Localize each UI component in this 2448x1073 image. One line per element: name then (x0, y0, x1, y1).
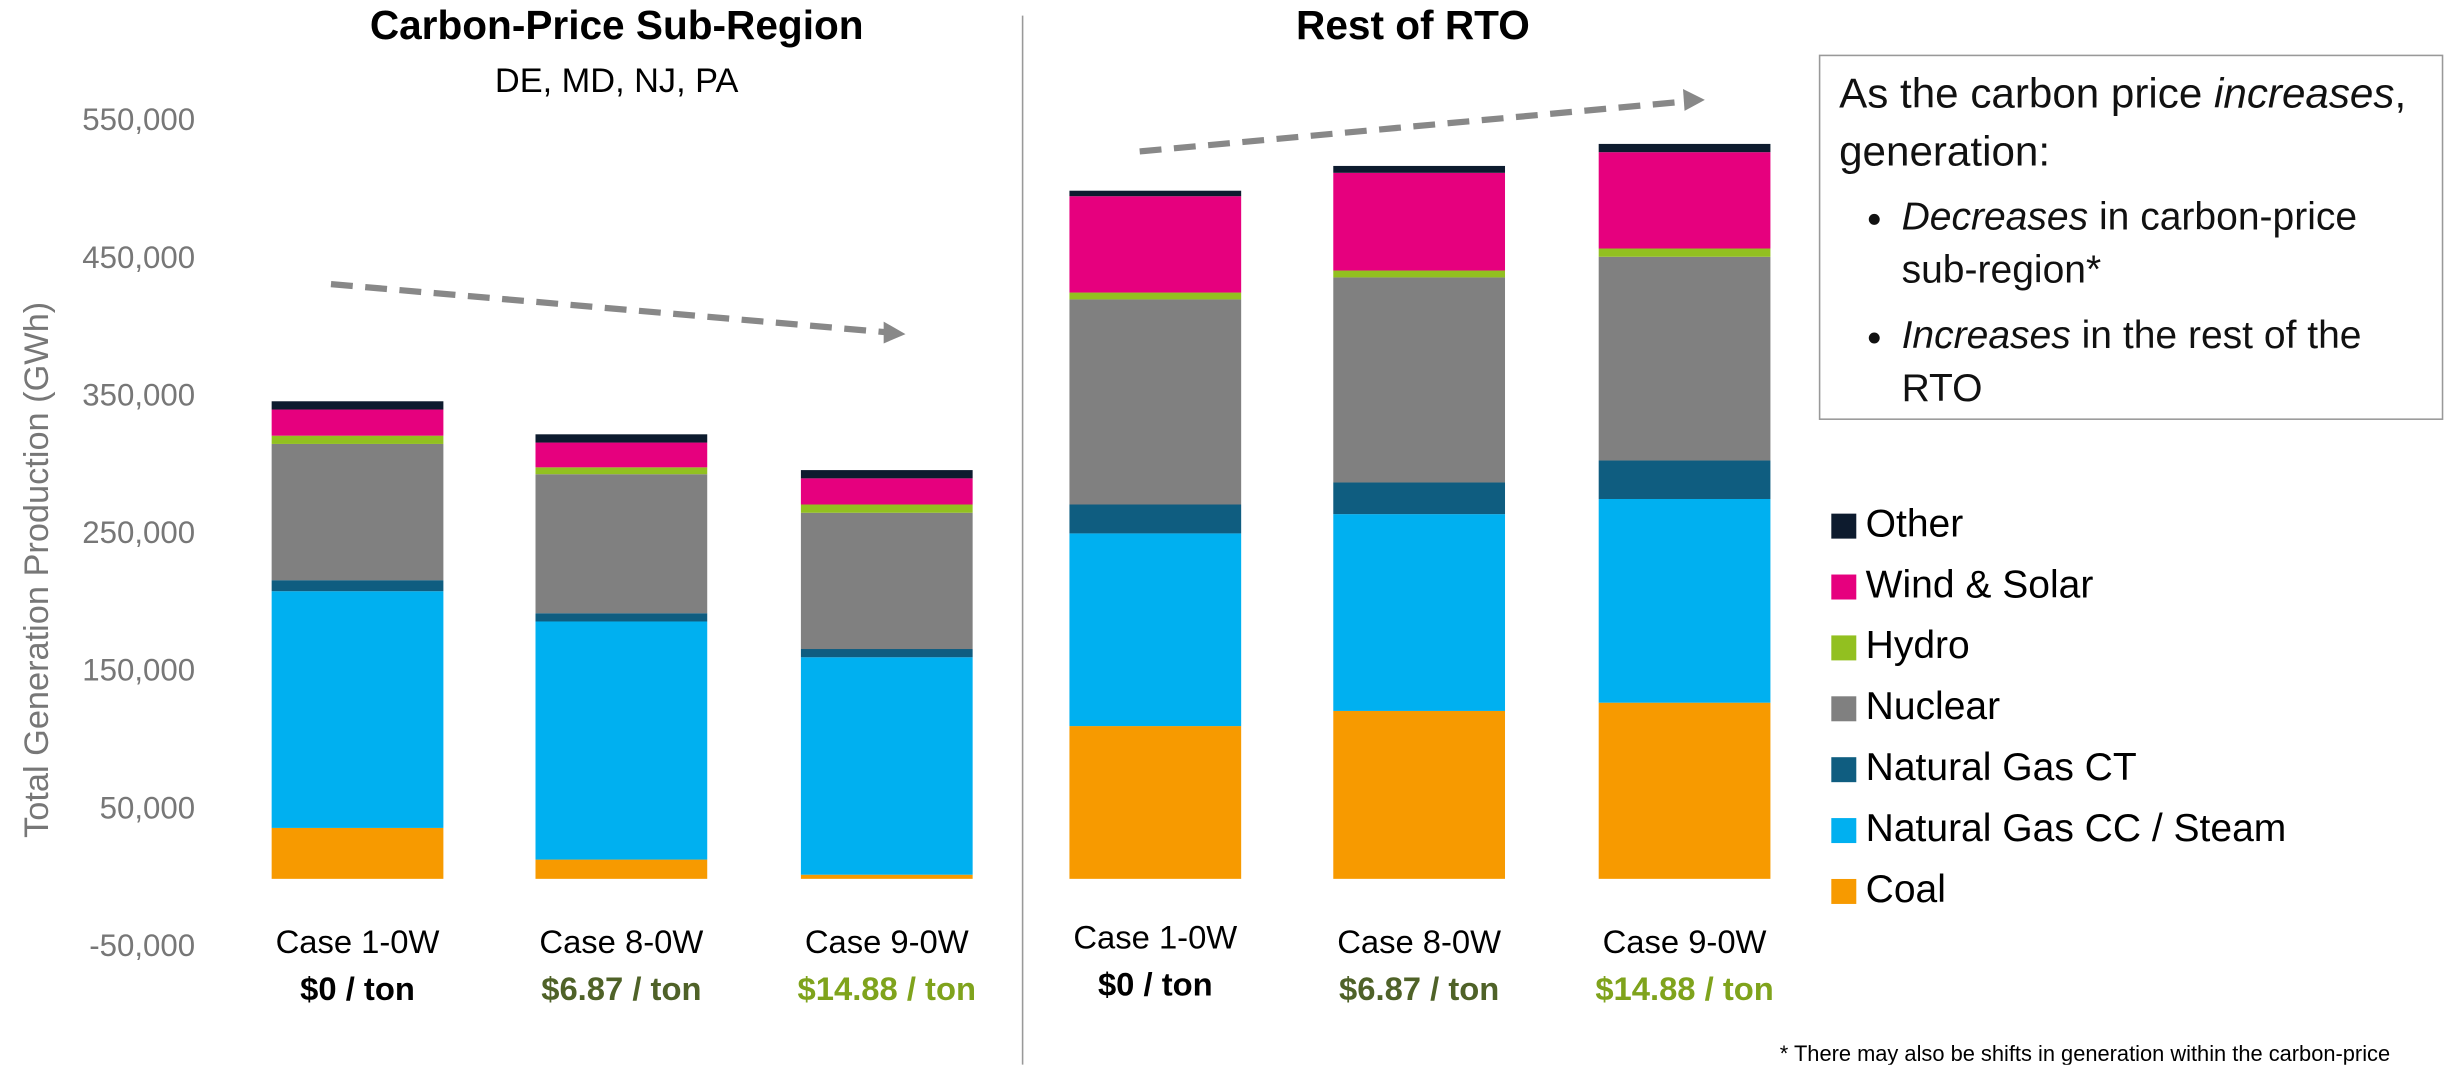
bar-segment (271, 580, 444, 592)
bar-segment (1333, 172, 1506, 271)
note-text: in carbon-price sub-region* (1901, 195, 2358, 292)
legend-label: Wind & Solar (1866, 563, 2094, 606)
bar-segment (535, 621, 708, 860)
legend-swatch (1831, 635, 1857, 661)
legend-swatch (1831, 574, 1857, 600)
bar-segment (535, 442, 708, 468)
bar-segment (1598, 498, 1771, 703)
bar-segment (800, 874, 973, 879)
bar-segment (271, 827, 444, 879)
bar-segment (1069, 299, 1242, 505)
bar-segment (800, 657, 973, 875)
y-tick-label: 450,000 (82, 240, 195, 275)
legend-label: Coal (1866, 868, 1946, 911)
bar-segment (1598, 460, 1771, 499)
x-tick-label: Case 9-0W (805, 923, 969, 960)
note-box: As the carbon price increases, generatio… (1818, 54, 2444, 420)
note-text: increases (2214, 70, 2395, 118)
bar-segment (535, 434, 708, 443)
panel-title: Rest of RTO (1296, 2, 1530, 48)
price-label: $6.87 / ton (541, 970, 701, 1007)
arrow-head (883, 321, 906, 344)
arrow-head (1682, 88, 1705, 111)
bar-segment (271, 435, 444, 444)
price-label: $0 / ton (1098, 965, 1213, 1002)
price-label: $14.88 / ton (1595, 970, 1773, 1007)
y-tick-label: 350,000 (82, 377, 195, 412)
note-text: Increases (1901, 313, 2071, 358)
bar-segment (535, 474, 708, 614)
bar-segment (1598, 248, 1771, 257)
bar-segment (1069, 292, 1242, 300)
note-text: , generation: (1839, 70, 2407, 175)
y-tick-label: 50,000 (100, 790, 196, 825)
bar-segment (800, 512, 973, 650)
legend-label: Natural Gas CC / Steam (1866, 807, 2287, 850)
y-tick-label: 150,000 (82, 653, 195, 688)
bar-segment (535, 859, 708, 879)
note-list: Decreases in carbon-price sub-region* Inc… (1839, 190, 2442, 415)
x-tick-label: Case 9-0W (1603, 923, 1767, 960)
bar-segment (800, 504, 973, 513)
bar-segment (1333, 482, 1506, 515)
bar-segment (1333, 277, 1506, 483)
note-text: As the carbon price (1839, 70, 2215, 118)
bar-segment (1069, 533, 1242, 727)
bar-segment (1069, 504, 1242, 534)
bar-segment (271, 401, 444, 410)
note-text: Decreases (1901, 195, 2089, 239)
legend-label: Natural Gas CT (1866, 746, 2137, 789)
bar-segment (1069, 196, 1242, 293)
bar-segment (535, 467, 708, 475)
bar-segment (800, 470, 973, 479)
bar-segment (1598, 256, 1771, 461)
bar-segment (1333, 710, 1506, 879)
bar-segment (271, 409, 444, 436)
bar-segment (800, 649, 973, 658)
y-tick-label: -50,000 (89, 928, 195, 963)
x-tick-label: Case 8-0W (539, 923, 703, 960)
legend-swatch (1831, 513, 1857, 539)
trend-arrow (330, 281, 891, 336)
legend-label: Hydro (1866, 624, 1970, 667)
price-label: $14.88 / ton (798, 970, 976, 1007)
bar-segment (1598, 143, 1771, 153)
x-tick-label: Case 1-0W (1073, 919, 1237, 956)
note-bullet: Decreases in carbon-price sub-region* (1902, 190, 2442, 296)
panel-title: Carbon-Price Sub-Region (370, 2, 864, 48)
y-tick-label: 250,000 (82, 515, 195, 550)
bar-segment (1333, 165, 1506, 173)
bar-segment (271, 591, 444, 828)
bar-segment (271, 443, 444, 581)
legend-label: Nuclear (1866, 685, 2000, 728)
note-text: in the rest of the RTO (1901, 313, 2362, 411)
bar-segment (1598, 152, 1771, 249)
price-label: $6.87 / ton (1339, 970, 1499, 1007)
bar-segment (1333, 270, 1506, 278)
legend-swatch (1831, 878, 1857, 904)
bar-segment (1069, 726, 1242, 879)
legend-swatch (1831, 818, 1857, 844)
bar-segment (800, 478, 973, 505)
panel-subtitle: DE, MD, NJ, PA (495, 62, 739, 100)
price-label: $0 / ton (300, 970, 415, 1007)
legend-swatch (1831, 696, 1857, 722)
trend-arrow (1139, 98, 1687, 155)
note-bullet: Increases in the rest of the RTO (1902, 309, 2442, 415)
y-axis-label: Total Generation Production (GWh) (18, 302, 56, 838)
bar-segment (535, 613, 708, 622)
y-tick-label: 550,000 (82, 102, 195, 137)
x-tick-label: Case 8-0W (1337, 923, 1501, 960)
bar-segment (1333, 514, 1506, 711)
note-heading: As the carbon price increases, generatio… (1839, 66, 2442, 182)
legend-label: Other (1866, 502, 1964, 545)
legend-swatch (1831, 757, 1857, 783)
footnote: * There may also be shifts in generation… (1780, 1041, 2390, 1065)
x-tick-label: Case 1-0W (276, 923, 440, 960)
bar-segment (1598, 702, 1771, 879)
bar-segment (1069, 190, 1242, 197)
